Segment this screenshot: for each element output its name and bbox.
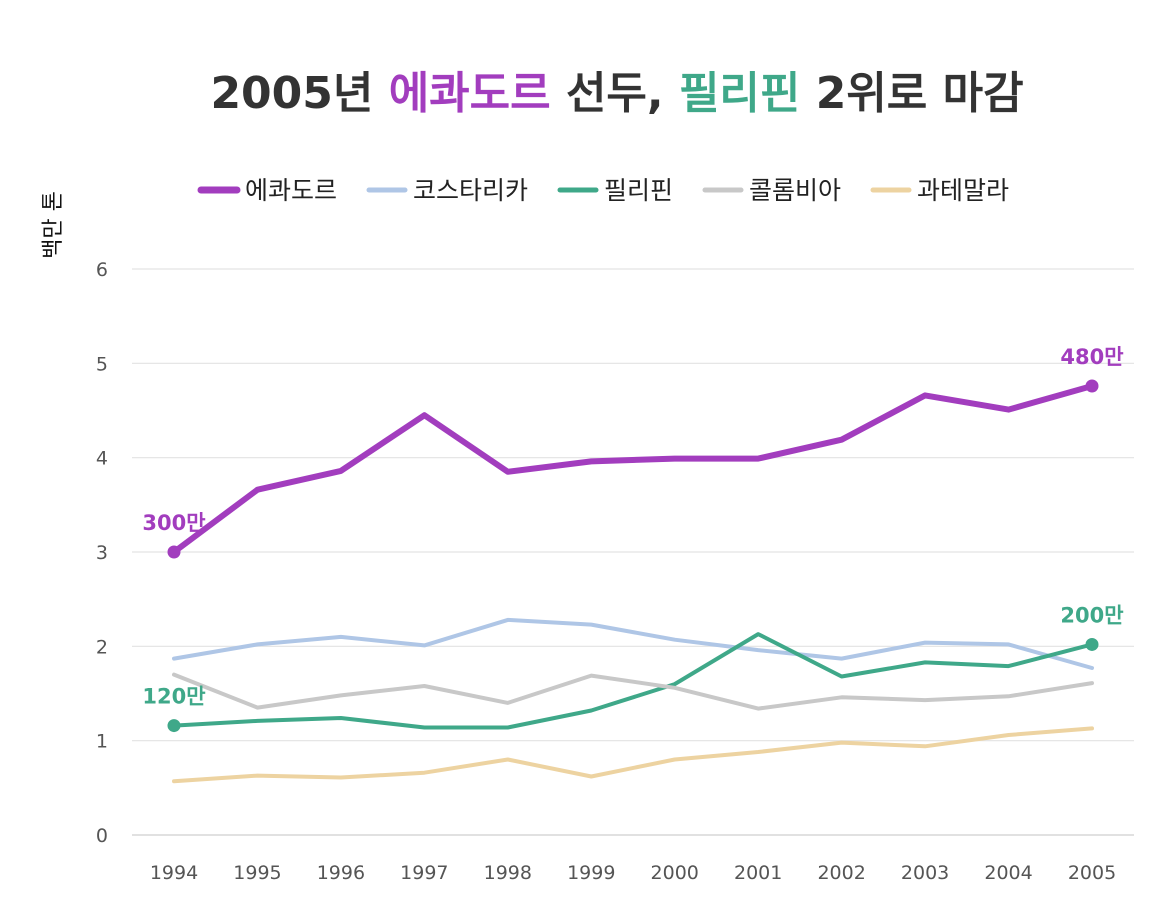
highlight-points — [167, 379, 1099, 733]
x-tick-label: 2003 — [901, 862, 949, 884]
legend-label: 필리핀 — [604, 176, 673, 205]
highlight-point — [1085, 637, 1099, 651]
legend-label: 코스타리카 — [413, 176, 528, 205]
title-part-2: 선두, — [551, 68, 679, 119]
highlight-point — [167, 545, 181, 559]
title-part-4: 2위로 마감 — [800, 68, 1023, 119]
highlight-point — [1085, 379, 1099, 393]
title-part-1: 에콰도르 — [389, 68, 551, 119]
x-tick-label: 1999 — [567, 862, 615, 884]
legend-label: 콜롬비아 — [749, 176, 841, 205]
x-tick-label: 2005 — [1068, 862, 1116, 884]
y-tick-label: 2 — [96, 636, 108, 658]
x-tick-label: 1997 — [400, 862, 448, 884]
y-tick-label: 3 — [96, 542, 108, 564]
data-annotation: 300만 — [142, 511, 205, 535]
y-tick-label: 6 — [96, 259, 108, 281]
y-tick-label: 5 — [96, 353, 108, 375]
data-annotation: 200만 — [1060, 603, 1123, 627]
x-tick-label: 2002 — [817, 862, 865, 884]
legend-item: 과테말라 — [870, 176, 1009, 205]
series-line — [172, 617, 1094, 670]
y-tick-label: 4 — [96, 448, 108, 470]
title-part-3: 필리핀 — [679, 68, 800, 119]
y-tick-label: 1 — [96, 731, 108, 753]
annotations: 300만 480만 120만 200만 — [142, 345, 1123, 709]
x-axis-ticks: 1994 1995 1996 1997 1998 1999 2000 2001 2002 2003… — [150, 862, 1116, 884]
x-tick-label: 1995 — [233, 862, 281, 884]
legend-item: 에콰도르 — [197, 176, 337, 205]
legend-label: 에콰도르 — [245, 176, 337, 205]
data-annotation: 120만 — [142, 685, 205, 709]
legend: 에콰도르 코스타리카 필리핀 콜롬비아 과테말라 — [197, 176, 1009, 205]
y-tick-label: 0 — [96, 825, 108, 847]
y-axis-ticks: 0 1 2 3 4 5 6 — [96, 259, 108, 847]
data-annotation: 480만 — [1060, 345, 1123, 369]
x-tick-label: 1998 — [484, 862, 532, 884]
title-part-0: 2005년 — [210, 68, 388, 119]
legend-item: 필리핀 — [557, 176, 673, 205]
highlight-point — [167, 719, 181, 733]
x-tick-label: 2001 — [734, 862, 782, 884]
series-line — [171, 383, 1095, 555]
x-tick-label: 2000 — [651, 862, 699, 884]
grid-lines — [132, 268, 1134, 836]
series-line — [172, 672, 1094, 711]
legend-item: 콜롬비아 — [702, 176, 841, 205]
series-line — [172, 726, 1094, 784]
legend-item: 코스타리카 — [366, 176, 528, 205]
x-tick-label: 2004 — [984, 862, 1032, 884]
legend-label: 과테말라 — [917, 176, 1009, 205]
y-axis-label: 백만 톤 — [41, 191, 66, 259]
series-lines — [171, 383, 1095, 784]
series-line — [172, 632, 1094, 730]
chart-title: 2005년 에콰도르 선두, 필리핀 2위로 마감 — [210, 68, 1023, 119]
x-tick-label: 1996 — [317, 862, 365, 884]
x-tick-label: 1994 — [150, 862, 198, 884]
